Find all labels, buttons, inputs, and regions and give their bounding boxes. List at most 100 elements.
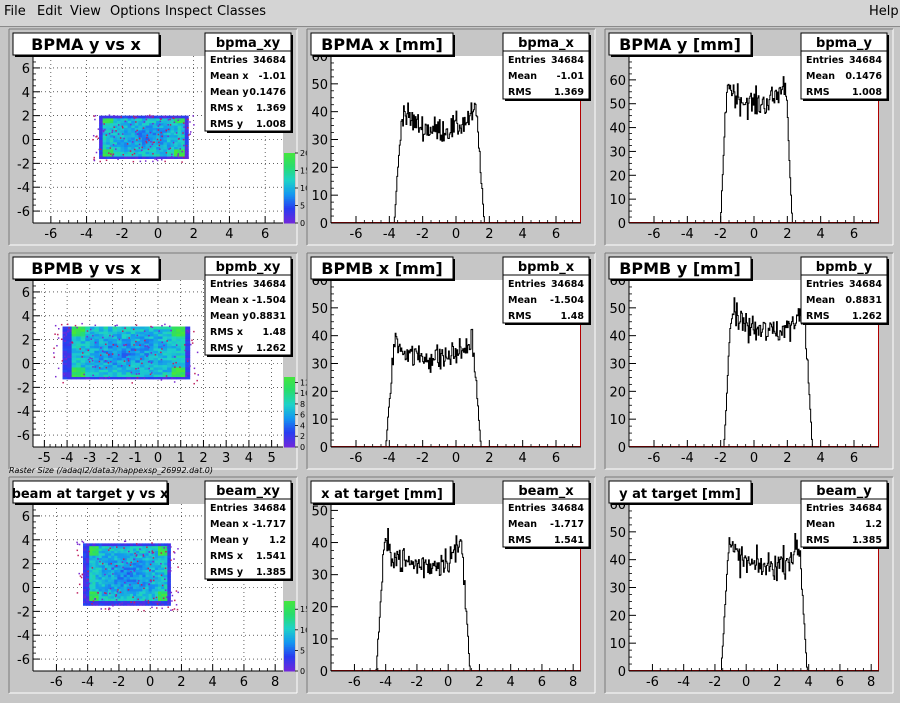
heatmap-halo-point (88, 550, 90, 553)
heatmap-cell (145, 560, 150, 563)
heatmap-cell (181, 137, 186, 140)
heatmap-cell (114, 557, 118, 561)
menu-options[interactable]: Options (110, 4, 161, 19)
heatmap-cell (149, 134, 154, 138)
heatmap-cell (80, 328, 86, 332)
heatmap-cell (111, 600, 115, 604)
heatmap-cell (153, 359, 159, 363)
heatmap-cell (139, 586, 143, 590)
heatmap-cell (161, 550, 165, 554)
x-tick-label: -4 (379, 675, 392, 690)
heatmap-cell (108, 586, 112, 590)
heatmap-cell (123, 550, 128, 554)
heatmap-cell (180, 367, 186, 370)
heatmap-cell (139, 357, 145, 361)
heatmap-halo-point (107, 362, 110, 364)
heatmap-cell (98, 328, 104, 332)
heatmap-halo-point (115, 564, 118, 567)
x-tick-label: -6 (350, 451, 363, 466)
heatmap-cell (151, 588, 156, 592)
menu-inspect[interactable]: Inspect (165, 4, 213, 19)
heatmap-cell (130, 343, 136, 347)
heatmap-cell (181, 146, 186, 150)
x-tick-label: -4 (677, 675, 690, 690)
heatmap-cell (176, 350, 182, 354)
heatmap-cell (99, 153, 104, 157)
heatmap-cell (98, 600, 103, 604)
heatmap-cell (103, 326, 109, 330)
heatmap-cell (117, 557, 121, 561)
heatmap-cell (162, 328, 168, 332)
heatmap-cell (142, 543, 146, 547)
heatmap-cell (152, 118, 157, 121)
menu-file[interactable]: File (4, 4, 26, 19)
heatmap-cell (154, 586, 159, 590)
heatmap-cell (149, 153, 154, 157)
heatmap-cell (171, 371, 177, 375)
menu-edit[interactable]: Edit (37, 4, 63, 19)
heatmap-cell (177, 120, 182, 124)
stats-value: 34684 (253, 55, 286, 66)
heatmap-cell (176, 359, 182, 363)
heatmap-cell (171, 350, 177, 354)
heatmap-halo-point (173, 608, 176, 610)
heatmap-cell (89, 367, 95, 370)
heatmap-cell (181, 115, 186, 119)
heatmap-cell (92, 543, 96, 547)
heatmap-halo-point (133, 152, 136, 155)
heatmap-cell (106, 139, 111, 143)
heatmap-cell (156, 129, 161, 133)
heatmap-cell (148, 581, 153, 585)
heatmap-halo-point (181, 150, 183, 153)
heatmap-cell (112, 350, 118, 354)
heatmap-cell (166, 139, 171, 143)
heatmap-cell (120, 555, 125, 559)
heatmap-cell (131, 141, 136, 145)
heatmap-cell (111, 557, 115, 561)
heatmap-cell (139, 574, 143, 578)
heatmap-halo-point (175, 361, 177, 364)
heatmap-cell (133, 560, 137, 563)
heatmap-cell (113, 146, 118, 150)
heatmap-cell (162, 347, 168, 351)
heatmap-cell (133, 588, 137, 592)
heatmap-cell (176, 347, 182, 351)
heatmap-cell (148, 333, 154, 337)
colorbar-cell (284, 620, 295, 623)
heatmap-cell (148, 364, 154, 368)
heatmap-cell (94, 331, 100, 335)
menu-help[interactable]: Help (869, 4, 899, 19)
heatmap-cell (171, 345, 177, 349)
heatmap-cell (152, 149, 157, 152)
heatmap-cell (89, 326, 95, 330)
menu-classes[interactable]: Classes (217, 4, 266, 19)
heatmap-cell (71, 336, 77, 339)
heatmap-cell (149, 132, 154, 136)
x-tick-label: 4 (519, 227, 527, 242)
heatmap-cell (174, 115, 179, 119)
heatmap-cell (80, 364, 86, 368)
heatmap-cell (167, 359, 173, 363)
heatmap-cell (148, 548, 153, 551)
menu-view[interactable]: View (70, 4, 101, 19)
heatmap-cell (83, 545, 87, 549)
heatmap-halo-point (115, 130, 117, 132)
heatmap-halo-point (143, 609, 145, 612)
heatmap-cell (111, 591, 115, 594)
heatmap-cell (108, 562, 112, 566)
heatmap-cell (138, 153, 143, 157)
x-tick-label: 0 (750, 227, 758, 242)
heatmap-halo-point (94, 341, 97, 344)
heatmap-cell (120, 156, 125, 159)
